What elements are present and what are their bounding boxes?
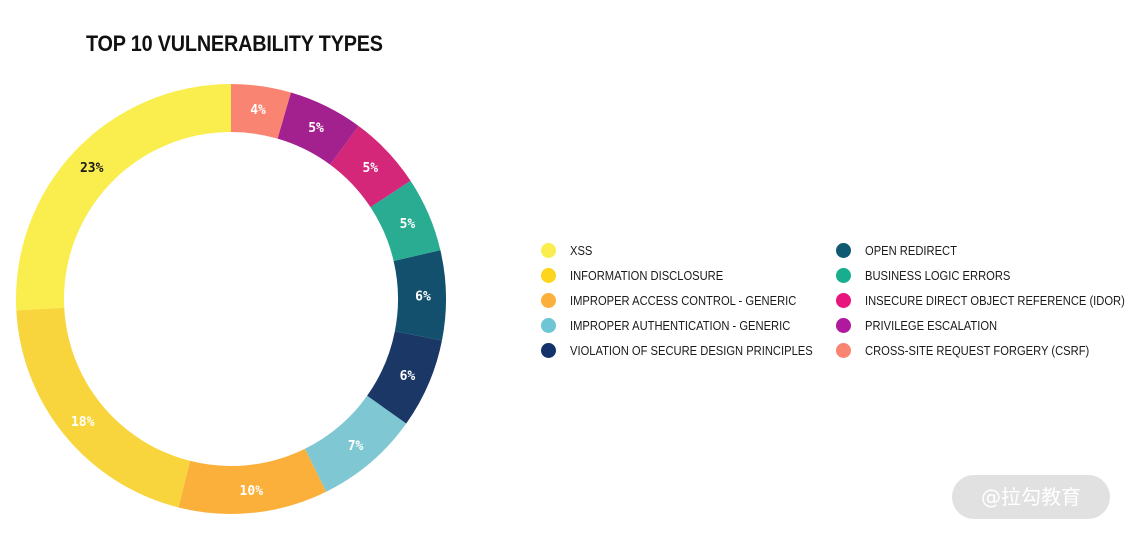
legend-item-csrf: CROSS-SITE REQUEST FORGERY (CSRF) — [836, 338, 1126, 363]
donut-slice-2 — [16, 307, 191, 508]
legend-label: BUSINESS LOGIC ERRORS — [865, 268, 1011, 283]
donut-slice-6 — [393, 250, 446, 341]
legend-item-information-disclosure: INFORMATION DISCLOSURE — [541, 263, 852, 288]
slice-data-label: 23% — [80, 161, 104, 176]
legend-item-privilege-escalation: PRIVILEGE ESCALATION — [836, 313, 1126, 338]
slice-data-label: 5% — [308, 121, 324, 136]
legend-swatch — [541, 343, 556, 358]
chart-title: TOP 10 VULNERABILITY TYPES — [86, 31, 383, 56]
legend-item-violation-secure-design: VIOLATION OF SECURE DESIGN PRINCIPLES — [541, 338, 852, 363]
slice-data-label: 10% — [240, 484, 264, 499]
legend-label: XSS — [570, 243, 593, 258]
legend-swatch — [836, 343, 851, 358]
donut-slice-1 — [15, 84, 231, 311]
donut-slice-8 — [330, 125, 411, 208]
slice-data-label: 5% — [362, 161, 378, 176]
donut-slice-10 — [231, 84, 291, 139]
donut-slice-4 — [304, 395, 407, 492]
legend-label: INSECURE DIRECT OBJECT REFERENCE (IDOR) — [865, 293, 1125, 308]
slice-data-label: 6% — [400, 369, 416, 384]
slice-data-label: 4% — [250, 103, 266, 118]
legend-swatch — [541, 318, 556, 333]
donut-slice-3 — [178, 448, 327, 514]
legend-swatch — [541, 293, 556, 308]
slice-data-label: 5% — [400, 217, 416, 232]
legend-swatch — [836, 268, 851, 283]
legend-column-2: OPEN REDIRECT BUSINESS LOGIC ERRORS INSE… — [836, 238, 1126, 363]
legend-column-1: XSS INFORMATION DISCLOSURE IMPROPER ACCE… — [541, 238, 852, 363]
slice-data-label: 6% — [415, 290, 431, 305]
legend-swatch — [836, 318, 851, 333]
legend-label: INFORMATION DISCLOSURE — [570, 268, 724, 283]
legend-label: VIOLATION OF SECURE DESIGN PRINCIPLES — [570, 343, 813, 358]
legend-label: OPEN REDIRECT — [865, 243, 957, 258]
legend-swatch — [836, 243, 851, 258]
legend-label: CROSS-SITE REQUEST FORGERY (CSRF) — [865, 343, 1090, 358]
slice-data-label: 18% — [71, 415, 95, 430]
legend-item-open-redirect: OPEN REDIRECT — [836, 238, 1126, 263]
donut-slice-7 — [370, 180, 441, 262]
donut-slice-9 — [277, 92, 359, 165]
legend-item-idor: INSECURE DIRECT OBJECT REFERENCE (IDOR) — [836, 288, 1126, 313]
legend-label: IMPROPER AUTHENTICATION - GENERIC — [570, 318, 791, 333]
donut-chart: 23% 18% 10% 7% 6% 6% 5% 5% 5% 4% — [15, 84, 446, 514]
slice-data-label: 7% — [348, 439, 364, 454]
legend-item-improper-access-control: IMPROPER ACCESS CONTROL - GENERIC — [541, 288, 852, 313]
legend-swatch — [541, 268, 556, 283]
watermark-badge: @拉勾教育 — [952, 475, 1110, 519]
legend-label: PRIVILEGE ESCALATION — [865, 318, 998, 333]
legend-swatch — [541, 243, 556, 258]
legend-item-business-logic-errors: BUSINESS LOGIC ERRORS — [836, 263, 1126, 288]
legend-label: IMPROPER ACCESS CONTROL - GENERIC — [570, 293, 797, 308]
legend-swatch — [836, 293, 851, 308]
legend-item-xss: XSS — [541, 238, 852, 263]
legend-item-improper-authentication: IMPROPER AUTHENTICATION - GENERIC — [541, 313, 852, 338]
donut-slice-5 — [367, 331, 442, 424]
